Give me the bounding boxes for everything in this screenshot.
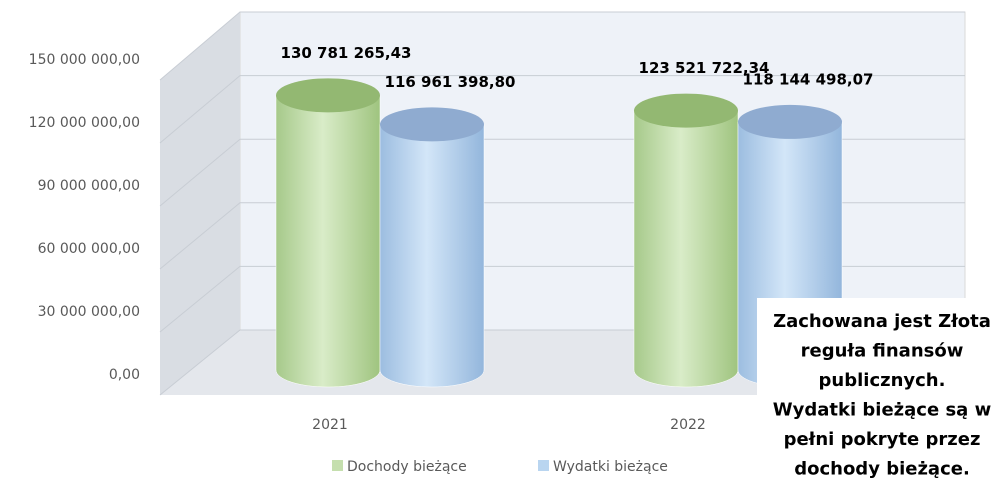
- annotation: publicznych.: [819, 370, 946, 391]
- bar: [633, 110, 739, 388]
- annotation: reguła finansów: [801, 341, 964, 362]
- annotation: pełni pokryte przez: [784, 429, 981, 450]
- legend-swatch: [538, 460, 549, 471]
- y-tick-label: 90 000 000,00: [38, 178, 140, 194]
- legend-label: Wydatki bieżące: [553, 459, 668, 475]
- grid-line: [159, 11, 965, 81]
- annotation: dochody bieżące.: [794, 459, 970, 480]
- value-label: 130 781 265,43: [281, 44, 412, 62]
- annotation-box: [757, 298, 1007, 484]
- bar-top: [276, 78, 380, 113]
- y-tick-label: 60 000 000,00: [38, 241, 140, 257]
- grid-line: [159, 75, 965, 144]
- side-wall: [160, 12, 240, 395]
- y-tick-label: 0,00: [109, 367, 140, 383]
- value-label: 123 521 722,34: [639, 59, 770, 77]
- legend-swatch: [332, 460, 343, 471]
- y-tick-label: 30 000 000,00: [38, 304, 140, 320]
- bar: [275, 95, 381, 388]
- y-tick-label: 120 000 000,00: [29, 115, 140, 131]
- bar-top: [738, 104, 842, 139]
- x-tick-label: 2022: [670, 417, 706, 433]
- annotation: Zachowana jest Złota: [773, 311, 991, 332]
- annotation: Wydatki bieżące są w: [773, 400, 991, 421]
- x-tick-label: 2021: [312, 417, 348, 433]
- bar-top: [380, 107, 484, 142]
- y-tick-label: 150 000 000,00: [29, 52, 140, 68]
- legend-label: Dochody bieżące: [347, 459, 467, 475]
- bar: [379, 124, 485, 388]
- value-label: 118 144 498,07: [743, 70, 874, 88]
- value-label: 116 961 398,80: [385, 73, 516, 91]
- bar-top: [634, 93, 738, 128]
